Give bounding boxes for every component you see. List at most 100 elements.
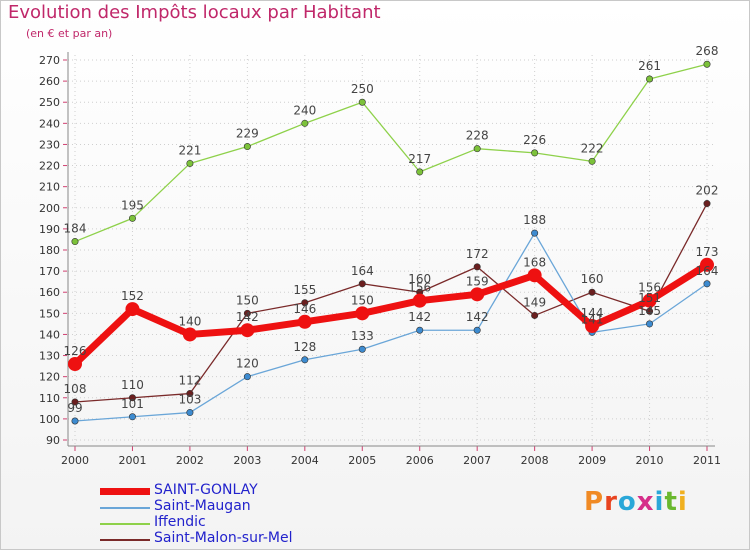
data-label-saint-malon-sur-mel: 202 [696, 184, 719, 198]
data-point-iffendic [703, 60, 711, 68]
data-label-saint-malon-sur-mel: 108 [64, 382, 87, 396]
y-tick-label: 140 [39, 328, 60, 341]
y-tick-label: 250 [39, 96, 60, 109]
data-point-saint-malon-sur-mel [301, 299, 309, 307]
data-label-saint-gonlay: 159 [466, 274, 489, 288]
legend-swatch-saint-malon-sur-mel [100, 539, 150, 541]
legend: SAINT-GONLAY Saint-Maugan Iffendic Saint… [100, 482, 360, 548]
data-label-saint-gonlay: 150 [351, 293, 374, 307]
data-point-saint-maugan [243, 373, 251, 381]
data-label-saint-maugan: 101 [121, 397, 144, 411]
data-point-iffendic [416, 168, 424, 176]
data-point-iffendic [358, 98, 366, 106]
y-tick-label: 260 [39, 75, 60, 88]
data-label-iffendic: 217 [408, 152, 431, 166]
legend-item-iffendic: Iffendic [100, 514, 360, 532]
proxiti-logo: Proxiti [584, 487, 688, 517]
logo-letter: t [664, 487, 678, 517]
legend-label-iffendic: Iffendic [154, 514, 206, 530]
data-point-saint-maugan [416, 326, 424, 334]
y-tick-label: 170 [39, 265, 60, 278]
data-label-saint-gonlay: 126 [64, 344, 87, 358]
data-label-iffendic: 195 [121, 198, 144, 212]
data-point-saint-malon-sur-mel [703, 200, 711, 208]
x-tick-label: 2005 [348, 454, 376, 467]
data-point-iffendic [301, 119, 309, 127]
legend-swatch-saint-maugan [100, 507, 150, 509]
data-label-saint-maugan: 99 [67, 401, 82, 415]
logo-letter: i [654, 487, 665, 517]
data-point-saint-gonlay [355, 306, 370, 321]
y-tick-label: 230 [39, 138, 60, 151]
x-tick-label: 2002 [176, 454, 204, 467]
data-label-saint-gonlay: 144 [581, 306, 604, 320]
data-label-iffendic: 240 [293, 103, 316, 117]
data-label-saint-malon-sur-mel: 160 [408, 272, 431, 286]
data-point-saint-gonlay [68, 357, 82, 371]
data-point-saint-maugan [473, 326, 481, 334]
data-label-iffendic: 250 [351, 82, 374, 96]
data-point-saint-maugan [703, 280, 711, 288]
data-label-saint-malon-sur-mel: 160 [581, 272, 604, 286]
legend-item-saint-gonlay: SAINT-GONLAY [100, 482, 360, 500]
data-point-saint-gonlay [642, 293, 657, 308]
x-tick-label: 2009 [578, 454, 606, 467]
data-point-iffendic [243, 143, 251, 151]
data-point-saint-gonlay [470, 287, 485, 302]
y-tick-label: 210 [39, 181, 60, 194]
logo-letter: P [584, 487, 605, 517]
data-point-saint-malon-sur-mel [186, 390, 194, 398]
data-label-iffendic: 228 [466, 129, 489, 143]
legend-swatch-saint-gonlay [100, 488, 150, 495]
data-label-saint-maugan: 164 [696, 264, 719, 278]
y-tick-label: 100 [39, 413, 60, 426]
logo-letter: r [604, 487, 618, 517]
data-point-saint-malon-sur-mel [128, 394, 136, 402]
series-line-saint-malon-sur-mel [74, 202, 708, 403]
data-point-saint-malon-sur-mel [71, 398, 79, 406]
x-tick-label: 2008 [521, 454, 549, 467]
y-tick-label: 180 [39, 244, 60, 257]
data-label-saint-maugan: 141 [581, 312, 604, 326]
data-label-saint-maugan: 128 [293, 340, 316, 354]
data-point-saint-maugan [71, 417, 79, 425]
data-point-saint-gonlay [412, 293, 427, 308]
legend-swatch-iffendic [100, 523, 150, 525]
data-label-saint-malon-sur-mel: 149 [523, 295, 546, 309]
data-point-saint-gonlay [125, 302, 140, 317]
data-label-saint-malon-sur-mel: 112 [178, 374, 201, 388]
data-label-saint-maugan: 145 [638, 304, 661, 318]
x-tick-label: 2004 [291, 454, 319, 467]
data-label-saint-maugan: 103 [178, 393, 201, 407]
data-point-saint-maugan [186, 409, 194, 417]
data-point-saint-maugan [646, 320, 654, 328]
chart-title: Evolution des Impôts locaux par Habitant [8, 2, 381, 23]
logo-letter: o [617, 487, 637, 517]
data-point-saint-maugan [531, 229, 539, 237]
data-point-iffendic [128, 214, 136, 222]
data-label-saint-malon-sur-mel: 155 [293, 283, 316, 297]
data-label-saint-maugan: 142 [408, 310, 431, 324]
x-tick-label: 2010 [636, 454, 664, 467]
y-tick-label: 220 [39, 160, 60, 173]
y-tick-label: 130 [39, 350, 60, 363]
data-point-saint-malon-sur-mel [531, 311, 539, 319]
series-line-iffendic [74, 63, 708, 243]
data-label-iffendic: 268 [696, 44, 719, 58]
data-label-saint-gonlay: 168 [523, 255, 546, 269]
series-line-saint-gonlay [71, 261, 711, 368]
data-label-saint-gonlay: 140 [178, 314, 201, 328]
data-label-saint-maugan: 133 [351, 329, 374, 343]
data-point-saint-gonlay [527, 268, 542, 283]
data-label-iffendic: 229 [236, 127, 259, 141]
legend-label-saint-malon-sur-mel: Saint-Malon-sur-Mel [154, 530, 293, 546]
data-label-saint-malon-sur-mel: 150 [236, 293, 259, 307]
y-tick-label: 120 [39, 371, 60, 384]
legend-label-saint-gonlay: SAINT-GONLAY [154, 482, 258, 498]
data-label-saint-malon-sur-mel: 110 [121, 378, 144, 392]
data-point-iffendic [531, 149, 539, 157]
data-point-saint-malon-sur-mel [646, 307, 654, 315]
x-tick-label: 2011 [693, 454, 721, 467]
